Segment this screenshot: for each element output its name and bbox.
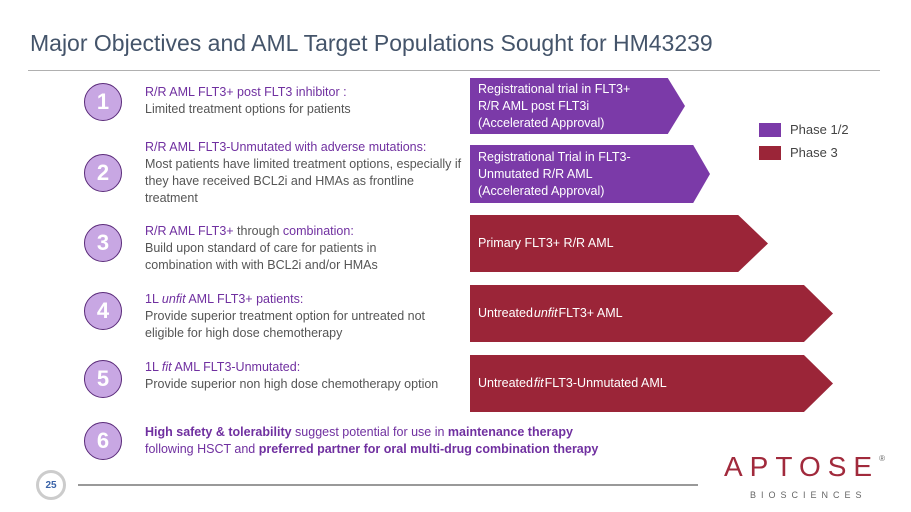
target-arrow-2: Registrational Trial in FLT3-Unmutated R… [470,145,710,203]
objective-body: Build upon standard of care for patients… [145,241,378,272]
legend-label: Phase 1/2 [790,122,849,137]
objective-number-2: 2 [84,154,122,192]
objective-number-5: 5 [84,360,122,398]
objective-body: Provide superior non high dose chemother… [145,377,439,391]
target-label-tail: FLT3-Unmutated AML [544,376,667,390]
objective-number-4: 4 [84,292,122,330]
objective-heading: R/R AML FLT3+ [145,224,234,238]
target-arrow-4: Untreated unfit FLT3+ AML [470,285,833,342]
objective-number-1: 1 [84,83,122,121]
legend-phase-3: Phase 3 [759,145,838,160]
objective-body: Limited treatment options for patients [145,102,351,116]
target-label: Primary FLT3+ R/R AML [478,236,614,250]
target-label-em: unfit [533,306,558,320]
target-label: Registrational Trial in FLT3-Unmutated R… [478,149,631,198]
legend-swatch [759,145,781,160]
objective-heading: R/R AML FLT3-Unmutated with adverse muta… [145,140,427,154]
text: following HSCT and [145,442,259,456]
title-divider [28,70,880,71]
registered-mark: ® [879,454,885,463]
objective-number-6: 6 [84,422,122,460]
target-arrow-1: Registrational trial in FLT3+ R/R AML po… [470,78,685,134]
legend-phase-1-2: Phase 1/2 [759,122,849,137]
objective-heading-em: unfit [161,292,186,306]
objective-5: 1L fit AML FLT3-Unmutated: Provide superi… [145,359,445,393]
objective-heading: R/R AML FLT3+ post FLT3 inhibitor : [145,85,347,99]
objective-body: Provide superior treatment option for un… [145,309,426,340]
legend-swatch [759,122,781,137]
aptose-logo: APTOSE [724,451,880,482]
objective-1: R/R AML FLT3+ post FLT3 inhibitor : Limit… [145,84,351,118]
objective-2: R/R AML FLT3-Unmutated with adverse muta… [145,139,465,207]
objective-3: R/R AML FLT3+ through combination: Build … [145,223,435,274]
highlight: preferred partner for oral multi-drug co… [258,442,599,456]
objective-number-3: 3 [84,224,122,262]
aptose-logo-subtitle: BIOSCIENCES [750,490,867,500]
objective-heading-joiner: through [233,224,283,238]
target-arrow-5: Untreated fit FLT3-Unmutated AML [470,355,833,412]
target-label: Untreated [478,376,533,390]
objective-4: 1L unfit AML FLT3+ patients: Provide supe… [145,291,445,342]
page-title: Major Objectives and AML Target Populati… [30,30,713,56]
objective-heading-tail: combination: [282,224,354,238]
objective-6: High safety & tolerability suggest poten… [145,424,665,458]
objective-heading-em: fit [161,360,172,374]
text: suggest potential for use in [291,425,448,439]
aptose-logo-row: APTOSE ® [724,452,885,482]
objective-heading-tail: AML FLT3-Unmutated: [171,360,301,374]
target-label: Registrational trial in FLT3+ R/R AML po… [478,81,631,130]
target-arrow-3: Primary FLT3+ R/R AML [470,215,768,272]
legend-label: Phase 3 [790,145,838,160]
target-label-tail: FLT3+ AML [558,306,623,320]
objective-body: Most patients have limited treatment opt… [145,157,462,205]
footer-divider [78,484,698,486]
target-label-em: fit [533,376,544,390]
highlight: High safety & tolerability [145,425,292,439]
objective-heading: 1L [145,360,162,374]
page-number: 25 [36,470,66,500]
target-label: Untreated [478,306,533,320]
objective-heading: 1L [145,292,162,306]
highlight: maintenance therapy [447,425,573,439]
objective-heading-tail: AML FLT3+ patients: [185,292,304,306]
